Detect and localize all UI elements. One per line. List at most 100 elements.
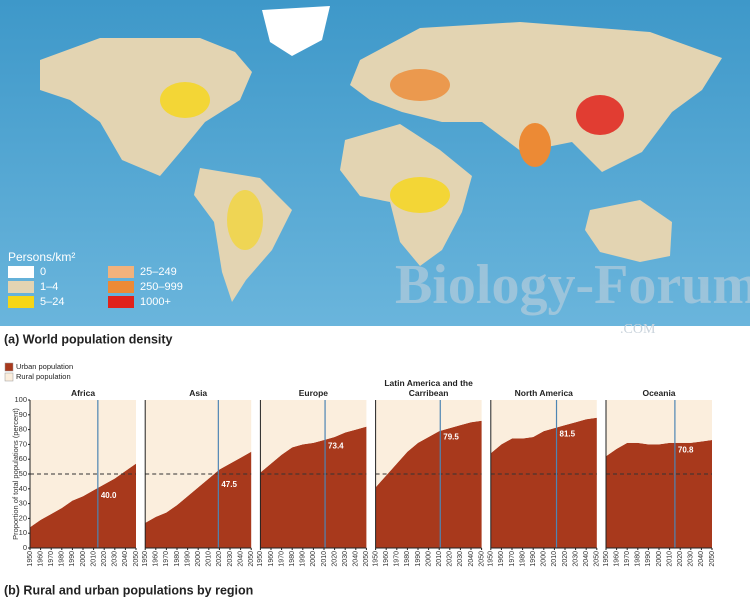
x-tick-label: 2030 xyxy=(112,551,119,567)
x-tick-label: 2040 xyxy=(468,551,475,567)
x-tick-label: 2050 xyxy=(478,551,485,567)
marker-label: 79.5 xyxy=(443,432,459,441)
x-tick-label: 1950 xyxy=(27,551,34,567)
y-tick-label: 60 xyxy=(19,454,27,463)
marker-label: 81.5 xyxy=(560,429,576,438)
x-tick-label: 2050 xyxy=(248,551,255,567)
marker-label: 70.8 xyxy=(678,445,694,454)
area xyxy=(606,439,712,548)
eurasia xyxy=(350,22,722,172)
north-america xyxy=(40,38,252,176)
panel-title: Latin America and the Carribean xyxy=(384,378,473,398)
legend-label: Urban population xyxy=(16,362,73,371)
area xyxy=(260,426,367,548)
x-tick-label: 1980 xyxy=(404,551,411,567)
density-patch xyxy=(160,82,210,118)
x-tick-label: 1970 xyxy=(509,551,516,567)
legend-label: 5–24 xyxy=(40,296,64,308)
x-tick-label: 1990 xyxy=(645,551,652,567)
x-tick-label: 2010 xyxy=(436,551,443,567)
map-legend: Persons/km² 0 1–4 5–24 25–249 250–999 1000+ xyxy=(8,250,183,308)
x-tick-label: 2030 xyxy=(227,551,234,567)
x-tick-label: 1990 xyxy=(69,551,76,567)
x-tick-label: 2040 xyxy=(353,551,360,567)
x-tick-label: 1980 xyxy=(174,551,181,567)
y-tick-label: 80 xyxy=(19,425,27,434)
x-tick-label: 1950 xyxy=(372,551,379,567)
legend-label: 1000+ xyxy=(140,296,171,308)
panel-title: Europe xyxy=(298,388,329,398)
x-tick-label: 2010 xyxy=(321,551,328,567)
x-tick-label: 2040 xyxy=(122,551,129,567)
x-tick-label: 1960 xyxy=(37,551,44,567)
x-tick-label: 2040 xyxy=(698,551,705,567)
x-tick-label: 1980 xyxy=(289,551,296,567)
x-tick-label: 1950 xyxy=(142,551,149,567)
x-tick-label: 2000 xyxy=(425,551,432,567)
x-tick-label: 2020 xyxy=(447,551,454,567)
y-tick-label: 100 xyxy=(14,395,27,404)
x-tick-label: 1970 xyxy=(163,551,170,567)
legend-label: 25–249 xyxy=(140,266,177,278)
y-tick-label: 50 xyxy=(19,469,27,478)
x-tick-label: 2000 xyxy=(656,551,663,567)
marker-label: 73.4 xyxy=(328,441,344,450)
area xyxy=(30,463,136,548)
x-tick-label: 1990 xyxy=(300,551,307,567)
x-tick-label: 1990 xyxy=(415,551,422,567)
greenland xyxy=(262,6,330,56)
x-tick-label: 2030 xyxy=(457,551,464,567)
area xyxy=(30,400,136,528)
caption: (b) Rural and urban populations by regio… xyxy=(4,583,253,597)
legend-swatch xyxy=(8,281,34,293)
area xyxy=(145,451,252,548)
legend-swatch xyxy=(108,296,134,308)
x-tick-label: 2010 xyxy=(666,551,673,567)
area xyxy=(490,417,597,548)
x-tick-label: 2000 xyxy=(310,551,317,567)
x-tick-label: 1960 xyxy=(268,551,275,567)
area xyxy=(490,400,597,454)
y-tick-label: 40 xyxy=(19,484,27,493)
y-tick-label: 20 xyxy=(19,513,27,522)
x-tick-label: 2020 xyxy=(101,551,108,567)
x-tick-label: 1960 xyxy=(613,551,620,567)
density-patch xyxy=(576,95,624,135)
x-tick-label: 2030 xyxy=(342,551,349,567)
x-tick-label: 1970 xyxy=(48,551,55,567)
x-tick-label: 1950 xyxy=(257,551,264,567)
australia xyxy=(585,200,672,262)
y-tick-label: 10 xyxy=(19,528,27,537)
legend-label: 0 xyxy=(40,266,46,278)
x-tick-label: 2010 xyxy=(206,551,213,567)
density-patch xyxy=(390,69,450,101)
x-tick-label: 2010 xyxy=(551,551,558,567)
x-tick-label: 2050 xyxy=(363,551,370,567)
x-tick-label: 2020 xyxy=(677,551,684,567)
x-tick-label: 2050 xyxy=(709,551,716,567)
panel-title: Oceania xyxy=(642,388,676,398)
legend-swatch xyxy=(8,296,34,308)
x-tick-label: 1950 xyxy=(488,551,495,567)
x-tick-label: 1990 xyxy=(184,551,191,567)
x-tick-label: 2020 xyxy=(216,551,223,567)
legend-label: Rural population xyxy=(16,372,71,381)
x-tick-label: 1970 xyxy=(394,551,401,567)
panel: 73.4 1950 1960 1970 1980 1990 2000 2010 2020 2030… xyxy=(257,400,370,567)
legend-swatch xyxy=(4,362,14,372)
x-tick-label: 2030 xyxy=(688,551,695,567)
x-tick-label: 2030 xyxy=(572,551,579,567)
x-tick-label: 1960 xyxy=(383,551,390,567)
x-tick-label: 1980 xyxy=(635,551,642,567)
y-tick-label: 0 xyxy=(23,543,27,552)
panel: 81.5 1950 1960 1970 1980 1990 2000 2010 2020 2030… xyxy=(488,400,601,567)
area xyxy=(606,400,712,457)
marker-label: 47.5 xyxy=(221,480,237,489)
caption: (a) World population density xyxy=(4,332,173,346)
watermark: .COM xyxy=(620,322,656,337)
legend-label: 1–4 xyxy=(40,281,58,293)
